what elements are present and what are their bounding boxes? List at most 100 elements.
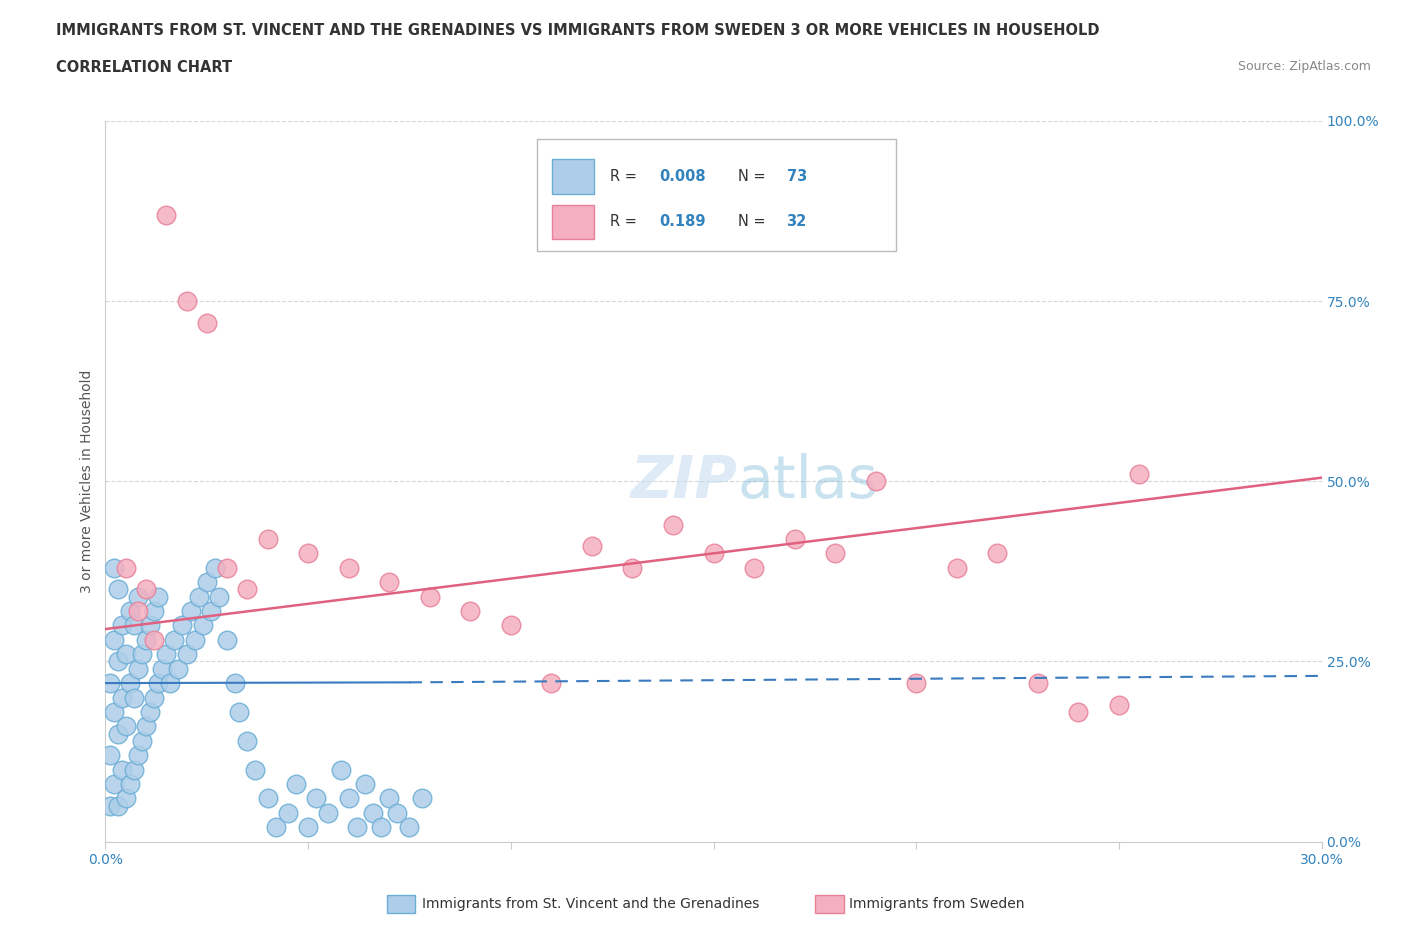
Text: 73: 73 (786, 169, 807, 184)
Point (228, 705, 250, 720)
Point (419, 590, 441, 604)
Text: Source: ZipAtlas.com: Source: ZipAtlas.com (1237, 60, 1371, 73)
Point (1026, 675, 1049, 690)
Point (98, 675, 121, 690)
Point (337, 790, 360, 805)
FancyBboxPatch shape (537, 139, 896, 251)
Point (217, 632, 239, 647)
Point (337, 560, 360, 575)
Point (662, 517, 685, 532)
Point (167, 661, 190, 676)
Point (146, 590, 169, 604)
Text: Immigrants from Sweden: Immigrants from Sweden (849, 897, 1025, 911)
Point (256, 790, 278, 805)
Point (346, 820, 368, 835)
Point (1108, 698, 1130, 712)
Point (702, 546, 725, 561)
Point (621, 560, 644, 575)
Point (103, 632, 125, 647)
Point (107, 726, 129, 741)
Point (103, 705, 125, 720)
Point (865, 474, 887, 489)
Point (378, 790, 401, 805)
Point (200, 604, 222, 618)
Point (122, 618, 145, 633)
Point (305, 790, 328, 805)
Point (98, 748, 121, 763)
Point (264, 820, 287, 835)
Point (135, 632, 157, 647)
Point (191, 618, 214, 633)
Point (107, 582, 129, 597)
Point (256, 532, 278, 547)
Point (127, 748, 149, 763)
Point (499, 618, 522, 633)
Point (143, 632, 166, 647)
Point (1067, 705, 1090, 720)
Point (135, 719, 157, 734)
Point (111, 690, 134, 705)
Text: 0.008: 0.008 (659, 169, 706, 184)
Text: ZIP: ZIP (631, 453, 738, 510)
Point (195, 575, 218, 590)
Point (217, 560, 239, 575)
Point (245, 763, 267, 777)
Point (297, 820, 319, 835)
Point (318, 805, 340, 820)
Point (224, 675, 246, 690)
Point (143, 690, 166, 705)
Point (581, 538, 603, 553)
Text: N =: N = (738, 214, 770, 230)
Point (155, 647, 177, 662)
Point (458, 604, 481, 618)
Point (236, 582, 259, 597)
Text: N =: N = (738, 169, 770, 184)
Point (163, 632, 186, 647)
Point (103, 560, 125, 575)
Point (118, 675, 141, 690)
Point (135, 582, 157, 597)
Text: IMMIGRANTS FROM ST. VINCENT AND THE GRENADINES VS IMMIGRANTS FROM SWEDEN 3 OR MO: IMMIGRANTS FROM ST. VINCENT AND THE GREN… (56, 23, 1099, 38)
Point (540, 675, 562, 690)
Point (114, 719, 136, 734)
Point (329, 763, 352, 777)
Point (127, 604, 149, 618)
Point (783, 532, 806, 547)
Point (378, 575, 401, 590)
Point (398, 820, 420, 835)
Text: atlas: atlas (738, 453, 879, 510)
Text: R =: R = (610, 169, 641, 184)
Point (187, 590, 209, 604)
Text: CORRELATION CHART: CORRELATION CHART (56, 60, 232, 75)
Point (208, 590, 231, 604)
Point (176, 647, 198, 662)
Point (361, 805, 384, 820)
Point (370, 820, 392, 835)
Point (139, 618, 162, 633)
Bar (551, 159, 595, 193)
Point (103, 777, 125, 791)
Point (742, 560, 765, 575)
Point (172, 618, 194, 633)
Point (277, 805, 299, 820)
Point (297, 546, 319, 561)
Text: 0.189: 0.189 (659, 214, 706, 230)
Y-axis label: 3 or more Vehicles in Household: 3 or more Vehicles in Household (80, 369, 94, 593)
Point (127, 661, 149, 676)
Point (195, 315, 218, 330)
Point (905, 675, 928, 690)
Point (98, 798, 121, 813)
Text: R =: R = (610, 214, 641, 230)
Point (114, 560, 136, 575)
Point (150, 661, 173, 676)
Point (159, 675, 181, 690)
Point (387, 805, 409, 820)
Point (146, 675, 169, 690)
Point (107, 798, 129, 813)
Text: Immigrants from St. Vincent and the Grenadines: Immigrants from St. Vincent and the Gren… (422, 897, 759, 911)
Point (118, 777, 141, 791)
Point (285, 777, 308, 791)
Point (111, 618, 134, 633)
Point (204, 560, 226, 575)
Point (354, 777, 377, 791)
